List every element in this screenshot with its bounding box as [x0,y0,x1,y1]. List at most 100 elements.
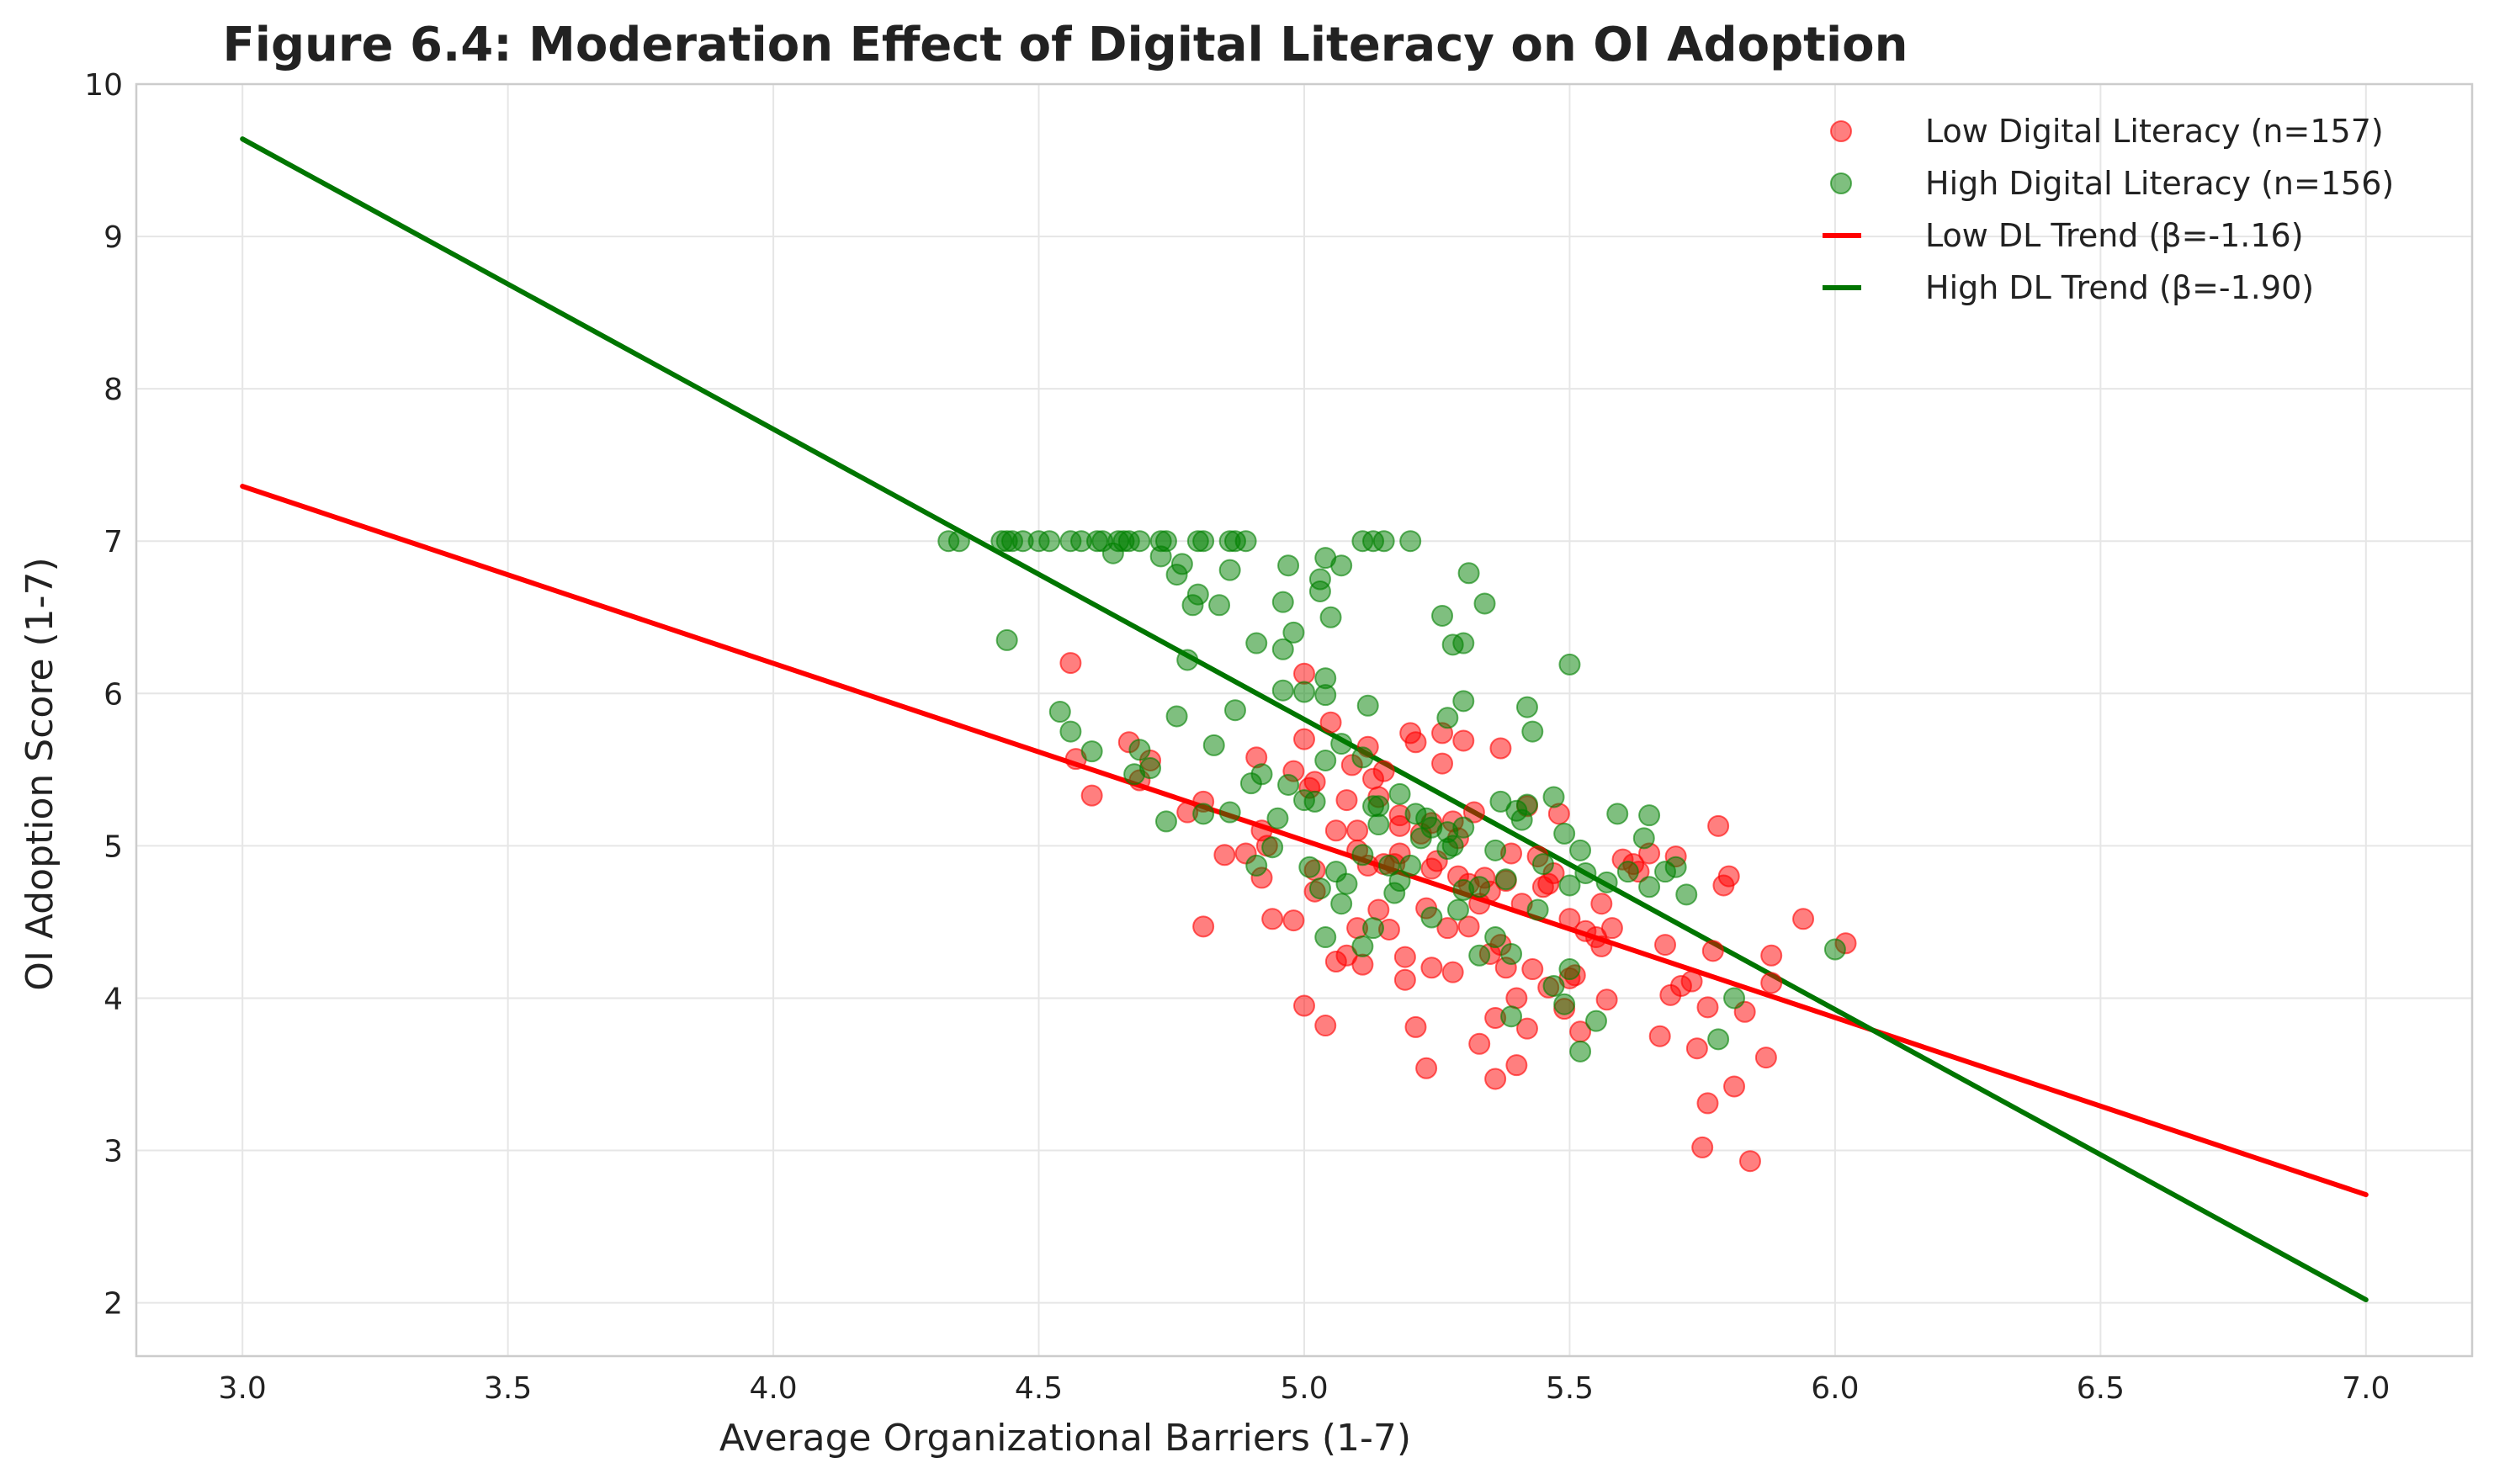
low-dl-point [1595,988,1618,1011]
high-dl-point [1277,773,1300,796]
high-dl-point [1261,836,1284,859]
low-dl-point [1293,994,1315,1017]
high-dl-point [1558,653,1581,676]
high-dl-point [1356,694,1379,717]
low-dl-point [1462,801,1485,824]
y-tick-label: 8 [103,373,123,407]
low-dl-point [1717,865,1740,888]
high-dl-point [1245,632,1268,655]
high-dl-point [1569,1040,1592,1063]
high-dl-point [1314,667,1337,690]
low-dl-point [1080,784,1103,807]
data-points [937,530,1857,1173]
high-dl-point [1059,720,1082,743]
legend-marker [1830,172,1852,194]
low-dl-point [1261,908,1284,930]
high-dl-point [1308,568,1331,591]
high-dl-point [1128,739,1151,761]
high-dl-point [1165,705,1188,728]
y-tick-label: 6 [103,677,123,712]
low-dl-point [1691,1136,1714,1158]
high-dl-point [1542,786,1565,808]
high-dl-point [1585,1010,1607,1032]
low-dl-point [1505,1054,1528,1077]
high-dl-point [1351,844,1374,867]
high-dl-point [1330,554,1353,577]
legend-label: High DL Trend (β=-1.90) [1925,269,2314,306]
low-dl-point [1505,987,1528,1010]
low-dl-trend-line [240,484,2369,1198]
low-dl-point [1213,844,1236,867]
high-dl-point [1494,868,1517,891]
low-dl-point [1388,814,1411,837]
low-dl-point [1537,872,1560,895]
low-dl-point [1431,752,1454,775]
high-dl-point [1192,530,1215,553]
x-tick-label: 4.5 [1015,1371,1063,1406]
x-tick-label: 5.0 [1280,1371,1328,1406]
high-dl-point [1271,638,1294,660]
high-dl-point [1616,861,1639,883]
low-dl-point [1367,898,1390,921]
high-dl-point [1308,877,1331,900]
trend-lines [240,136,2369,1303]
x-tick-label: 7.0 [2342,1371,2390,1406]
high-dl-point [1208,594,1231,617]
high-dl-point [1388,782,1411,805]
low-dl-point [1558,908,1581,930]
high-dl-point [1553,993,1576,1015]
x-tick-label: 3.5 [484,1371,532,1406]
high-dl-point [1324,861,1347,883]
high-dl-point [1484,926,1507,949]
low-dl-point [1457,915,1480,938]
low-dl-point [1319,711,1342,734]
low-dl-point [1303,771,1326,793]
high-dl-point [1436,707,1459,729]
legend-label: High Digital Literacy (n=156) [1925,165,2394,202]
low-dl-point [1738,1150,1761,1173]
high-dl-point [1569,839,1592,861]
high-dl-point [1218,801,1241,824]
x-axis-label: Average Organizational Barriers (1-7) [719,1417,1411,1460]
low-dl-point [1335,789,1358,812]
low-dl-point [1346,819,1369,842]
high-dl-point [1558,958,1581,981]
x-tick-label: 6.5 [2077,1371,2125,1406]
plot-frame [135,82,2474,1358]
low-dl-point [1760,944,1783,967]
low-dl-point [1420,857,1443,880]
low-dl-point [1372,760,1395,782]
low-dl-point [1696,1092,1719,1115]
low-dl-point [1468,1032,1491,1055]
high-dl-point [1595,871,1618,893]
high-dl-point [1186,583,1209,606]
y-tick-label: 4 [103,982,123,1016]
low-dl-point [1314,1015,1337,1037]
high-dl-point [1542,974,1565,997]
high-dl-point [1202,734,1225,756]
low-dl-point [1515,1017,1538,1040]
low-dl-point [1436,917,1459,940]
high-dl-point [1192,803,1215,825]
low-dl-point [1282,909,1305,932]
high-dl-point [1399,530,1422,553]
high-dl-point [1553,822,1576,845]
high-dl-point [1446,898,1469,921]
low-dl-point [1590,893,1613,915]
high-dl-point [1266,807,1289,829]
low-dl-point [1701,940,1724,962]
y-tick-label: 10 [84,68,123,103]
high-dl-point [1080,740,1103,763]
high-dl-point [1319,606,1342,628]
low-dl-point [1723,1075,1746,1098]
high-dl-point [1314,749,1337,771]
low-dl-point [1754,1047,1777,1069]
low-dl-point [1324,819,1347,842]
y-tick-label: 3 [103,1135,123,1169]
tick-labels: 3.0 3.5 4.0 4.5 5.0 5.5 6.0 6.5 7.0 2 3 4 5 6 7 8 9 10 [84,68,2390,1406]
y-tick-label: 5 [103,829,123,864]
high-dl-point [1128,530,1151,553]
x-tick-label: 4.0 [749,1371,797,1406]
